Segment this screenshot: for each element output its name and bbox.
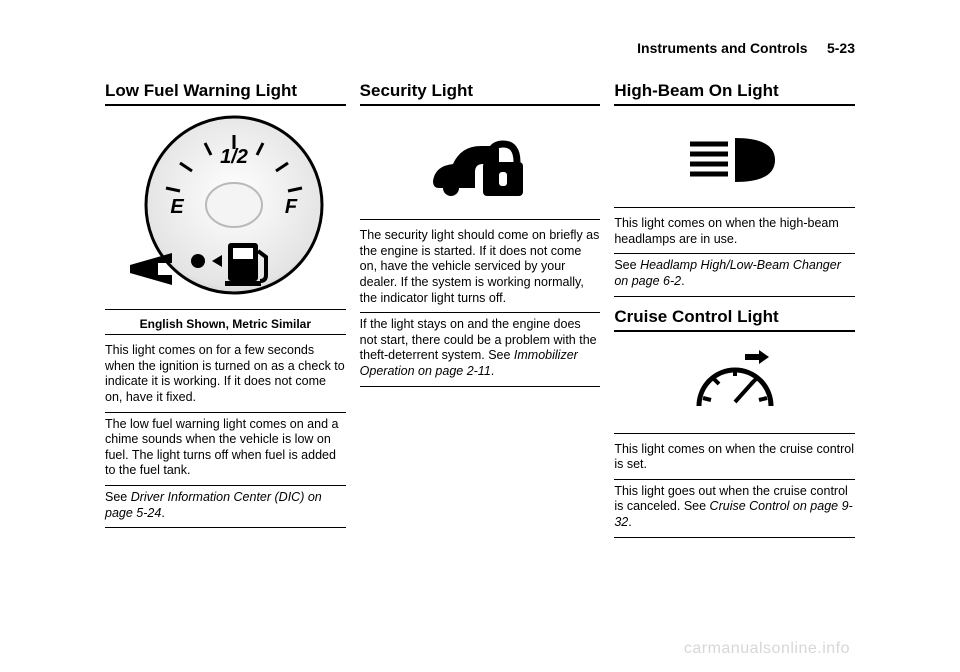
cruise-control-icon [685, 348, 785, 422]
cruise-illustration [614, 338, 855, 434]
highbeam-title: High-Beam On Light [614, 81, 855, 106]
watermark: carmanualsonline.info [684, 640, 850, 658]
security-para-1: The security light should come on briefl… [360, 224, 601, 313]
text: . [491, 364, 494, 378]
page-number: 5-23 [827, 40, 855, 56]
page-header: Instruments and Controls 5-23 [105, 40, 855, 56]
high-beam-icon [680, 130, 790, 190]
security-para-2: If the light stays on and the engine doe… [360, 313, 601, 387]
cruise-title: Cruise Control Light [614, 307, 855, 332]
text: See [614, 258, 640, 272]
security-title: Security Light [360, 81, 601, 106]
highbeam-illustration [614, 112, 855, 208]
text: . [161, 506, 164, 520]
highbeam-para-2: See Headlamp High/Low-Beam Changer on pa… [614, 254, 855, 296]
column-3: High-Beam On Light This light comes on w… [614, 81, 855, 538]
cruise-para-1: This light comes on when the cruise cont… [614, 438, 855, 480]
text: . [681, 274, 684, 288]
fuel-gauge-illustration: 1/2 E F [105, 112, 346, 310]
low-fuel-para-1: This light comes on for a few seconds wh… [105, 339, 346, 413]
fuel-gauge-icon: 1/2 E F [110, 113, 340, 308]
low-fuel-title: Low Fuel Warning Light [105, 81, 346, 106]
highbeam-para-1: This light comes on when the high-beam h… [614, 212, 855, 254]
text: See [105, 490, 131, 504]
low-fuel-para-3: See Driver Information Center (DIC) on p… [105, 486, 346, 528]
column-1: Low Fuel Warning Light [105, 81, 346, 538]
cruise-para-2: This light goes out when the cruise cont… [614, 480, 855, 538]
headlamp-ref: Headlamp High/Low-Beam Changer on page 6… [614, 258, 841, 288]
dic-ref: Driver Information Center (DIC) on page … [105, 490, 322, 520]
svg-text:1/2: 1/2 [220, 146, 248, 168]
car-lock-icon [425, 126, 535, 206]
manual-page: Instruments and Controls 5-23 Low Fuel W… [0, 0, 960, 672]
column-2: Security Light The security light should… [360, 81, 601, 538]
content-columns: Low Fuel Warning Light [105, 81, 855, 538]
chapter-title: Instruments and Controls [637, 40, 807, 56]
svg-text:E: E [171, 196, 185, 218]
gauge-caption: English Shown, Metric Similar [105, 314, 346, 335]
text: . [628, 515, 631, 529]
low-fuel-para-2: The low fuel warning light comes on and … [105, 413, 346, 487]
svg-text:F: F [285, 196, 298, 218]
security-illustration [360, 112, 601, 220]
